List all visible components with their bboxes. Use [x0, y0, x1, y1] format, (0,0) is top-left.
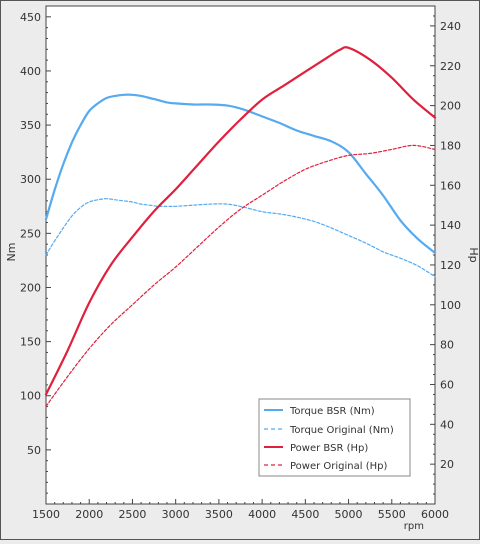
x-tick-label: 2000 [75, 508, 103, 521]
x-axis-title: rpm [404, 521, 424, 532]
legend: Torque BSR (Nm) Torque Original (Nm) Pow… [258, 398, 411, 477]
y-left-tick-label: 50 [27, 444, 41, 457]
torque-bsr-line [44, 93, 437, 254]
y-right-tick-label: 140 [440, 219, 461, 232]
y-right-tick-label: 160 [440, 179, 461, 192]
x-tick-label: 5000 [335, 508, 363, 521]
y-right-tick-label: 60 [440, 378, 454, 391]
y-right-tick-label: 220 [440, 60, 461, 73]
legend-label-torque-original: Torque Original (Nm) [289, 425, 394, 436]
torque-original-line [45, 198, 436, 278]
x-tick-label: 6000 [421, 508, 449, 521]
y-right-tick-label: 120 [440, 259, 461, 272]
x-tick-label: 5500 [378, 508, 406, 521]
y-right-tick-label: 240 [440, 20, 461, 33]
y-left-tick-label: 350 [20, 119, 41, 132]
y-left-tick-label: 300 [20, 173, 41, 186]
power-original-line [45, 144, 436, 407]
legend-label-power-bsr: Power BSR (Hp) [290, 443, 368, 454]
x-tick-label: 3000 [162, 508, 190, 521]
y-axis-left-title: Nm [5, 243, 18, 262]
y-right-tick-label: 100 [440, 299, 461, 312]
y-left-tick-label: 450 [20, 11, 41, 24]
x-tick-label: 2500 [118, 508, 146, 521]
y-left-tick-label: 100 [20, 390, 41, 403]
y-right-tick-label: 180 [440, 139, 461, 152]
y-left-tick-label: 400 [20, 65, 41, 78]
lines-layer [44, 46, 437, 407]
y-left-tick-label: 150 [20, 336, 41, 349]
y-left-tick-label: 250 [20, 227, 41, 240]
legend-label-torque-bsr: Torque BSR (Nm) [289, 406, 375, 417]
y-right-tick-label: 80 [440, 339, 454, 352]
y-right-tick-label: 20 [440, 458, 454, 471]
ticks-layer: 1500 2000 2500 3000 3500 4000 4500 5000 5500 6000… [20, 11, 461, 521]
x-tick-label: 3500 [205, 508, 233, 521]
legend-box [258, 398, 411, 477]
x-tick-label: 4500 [291, 508, 319, 521]
y-left-tick-label: 200 [20, 281, 41, 294]
power-bsr-line [44, 46, 437, 396]
x-tick-label: 4000 [248, 508, 276, 521]
y-axis-right-title: Hp [467, 247, 480, 262]
x-tick-label: 1500 [32, 508, 60, 521]
legend-label-power-original: Power Original (Hp) [290, 461, 387, 472]
y-right-tick-label: 40 [440, 418, 454, 431]
y-right-tick-label: 200 [440, 100, 461, 113]
